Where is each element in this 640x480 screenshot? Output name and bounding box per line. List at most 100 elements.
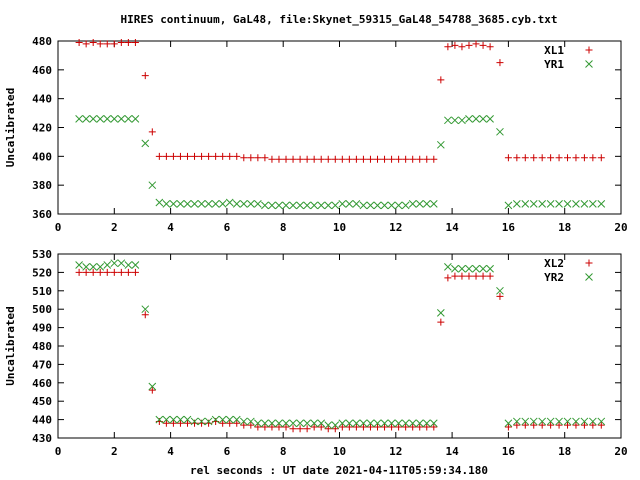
data-point [205,152,213,160]
y-tick-label: 440 [32,93,52,106]
data-point [580,421,588,429]
data-point [415,200,424,208]
data-point [374,155,382,163]
data-point [303,419,311,428]
data-point [268,423,276,431]
data-point [96,263,105,271]
data-point [381,423,389,431]
y-axis-label: Uncalibrated [4,88,17,167]
data-point [444,43,452,51]
data-point [239,417,248,426]
data-point [155,198,164,207]
data-point [512,200,521,208]
data-point [338,155,346,163]
data-point [538,421,546,429]
data-point [225,198,234,207]
y-tick-label: 460 [32,377,52,390]
data-point [451,272,459,280]
data-point [479,114,487,123]
legend-label: YR1 [544,58,564,71]
data-point [268,419,276,428]
data-point [538,200,547,208]
y-tick-label: 420 [32,122,52,135]
data-point [521,417,530,426]
data-point [402,155,410,163]
data-point [572,154,580,162]
legend-marker [585,60,593,68]
data-point [373,201,382,210]
data-point [324,421,333,429]
data-point [82,40,90,48]
data-point [366,201,375,210]
y-tick-label: 470 [32,358,52,371]
x-tick-label: 4 [167,445,174,458]
data-point [141,311,149,319]
data-point [521,421,529,429]
data-point [496,286,504,295]
data-point [437,318,445,326]
data-point [176,152,184,160]
data-point [458,116,466,125]
data-point [530,421,538,429]
data-point [538,417,547,426]
data-point [110,114,119,123]
data-point [472,114,480,123]
data-point [296,425,304,433]
data-point [89,268,97,276]
data-point [183,415,192,424]
data-point [275,201,283,210]
data-point [176,415,185,424]
data-point [82,263,91,271]
data-point [504,154,512,162]
data-point [218,200,227,208]
data-point [103,261,112,269]
data-point [486,43,494,51]
data-point [303,425,311,433]
data-point [289,155,297,163]
x-tick-label: 18 [558,221,571,234]
data-point [246,200,255,208]
data-point [282,155,290,163]
data-point [479,264,487,273]
legend-marker [585,46,593,54]
data-point [110,259,119,268]
data-point [124,268,132,276]
data-point [408,419,417,428]
data-point [437,76,445,84]
data-point [436,309,445,317]
data-point [572,417,580,426]
data-point [422,419,431,428]
data-point [96,114,105,123]
data-point [331,421,340,429]
x-tick-label: 16 [502,445,516,458]
data-point [75,114,83,123]
data-point [380,201,389,210]
data-point [597,417,606,426]
y-tick-label: 450 [32,395,52,408]
data-point [331,425,339,433]
data-point [169,415,178,424]
data-point [458,272,466,280]
data-point [366,419,375,428]
data-point [233,152,241,160]
data-point [465,41,473,49]
data-point [117,259,126,268]
x-tick-label: 14 [445,221,459,234]
x-tick-label: 10 [333,445,346,458]
data-point [338,200,347,208]
data-point [324,155,332,163]
x-tick-label: 2 [111,221,118,234]
data-point [82,114,91,123]
x-tick-label: 12 [389,221,402,234]
data-point [580,154,588,162]
data-point [275,419,283,428]
data-point [82,268,90,276]
figure-title: HIRES continuum, GaL48, file:Skynet_5931… [120,13,557,26]
data-point [148,128,156,136]
data-point [416,155,424,163]
data-point [472,272,480,280]
data-point [521,200,530,208]
x-tick-label: 20 [614,445,627,458]
x-tick-label: 2 [111,445,118,458]
data-point [395,155,403,163]
